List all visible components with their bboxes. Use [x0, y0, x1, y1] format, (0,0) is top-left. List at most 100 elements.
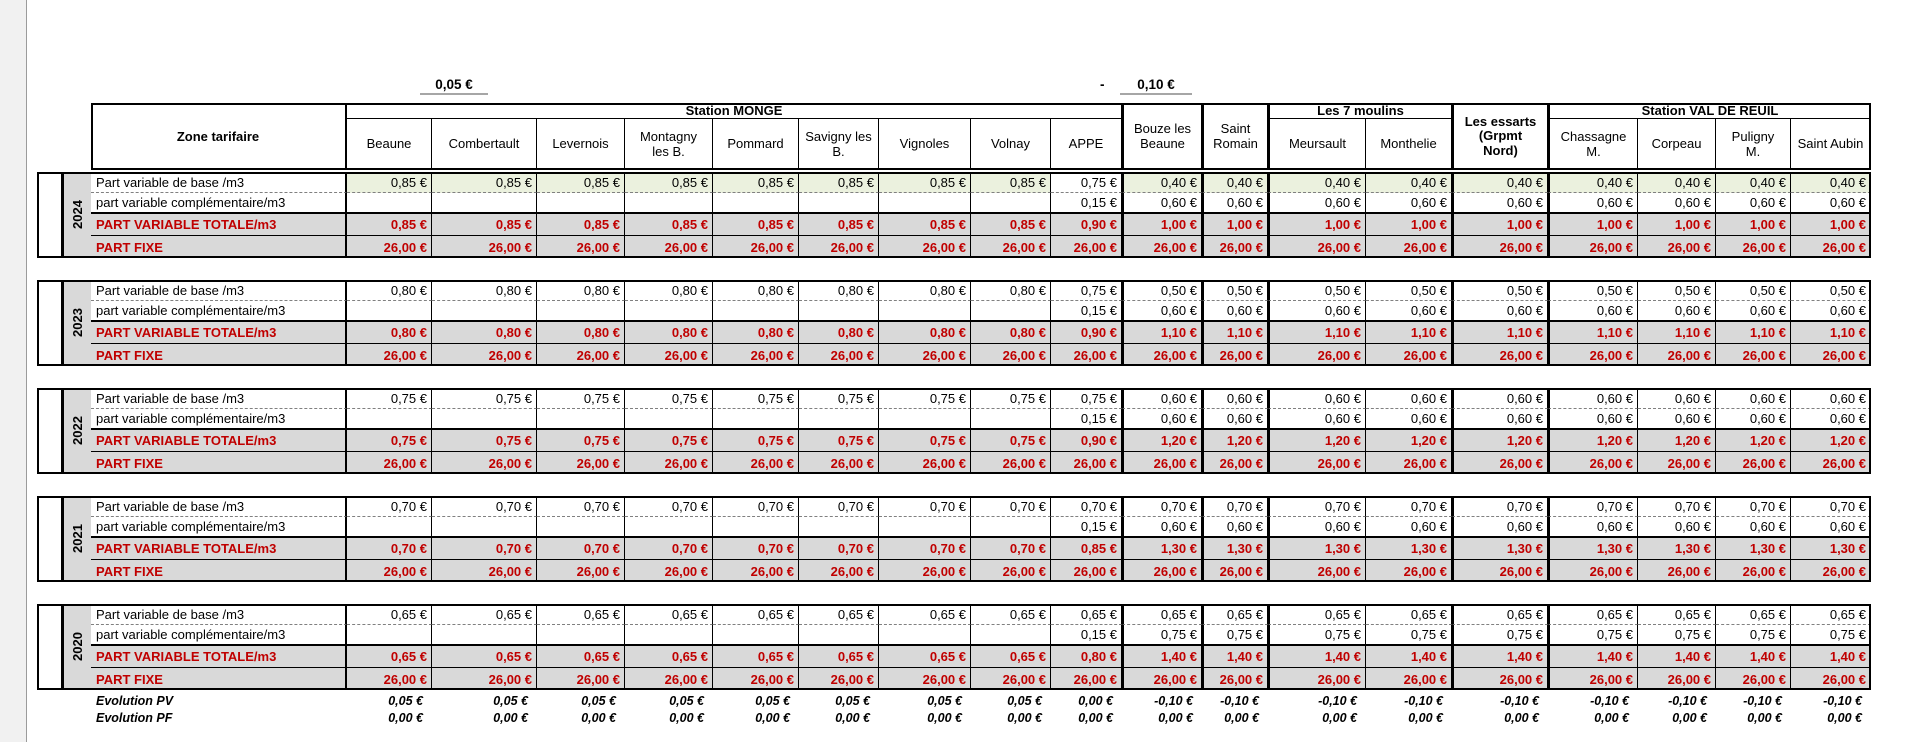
cell-2023-base-volnay[interactable]: 0,80 € [971, 280, 1051, 301]
row-label-part-variable-totale[interactable]: PART VARIABLE TOTALE/m3 [91, 538, 347, 560]
cell-2020-totale-appe[interactable]: 0,80 € [1051, 646, 1122, 668]
cell-2021-totale-appe[interactable]: 0,85 € [1051, 538, 1122, 560]
cell-2024-fixe-saint-romain[interactable]: 26,00 € [1202, 236, 1268, 258]
cell-2020-base-savigny-les-b[interactable]: 0,65 € [799, 604, 879, 625]
cell-2020-totale-savigny-les-b[interactable]: 0,65 € [799, 646, 879, 668]
cell-2021-base-pommard[interactable]: 0,70 € [713, 496, 799, 517]
cell-2024-totale-volnay[interactable]: 0,85 € [971, 214, 1051, 236]
cell-2022-base-vignoles[interactable]: 0,75 € [879, 388, 971, 409]
cell-2020-fixe-meursault[interactable]: 26,00 € [1268, 668, 1366, 690]
cell-2021-complementaire-combertault[interactable] [432, 517, 537, 538]
cell-2023-complementaire-levernois[interactable] [537, 301, 625, 322]
cell-2022-totale-volnay[interactable]: 0,75 € [971, 430, 1051, 452]
cell-2020-fixe-savigny-les-b[interactable]: 26,00 € [799, 668, 879, 690]
year-label-2022[interactable]: 2022 [62, 388, 91, 474]
cell-evolution-pf-puligny-m[interactable]: 0,00 € [1747, 710, 1782, 725]
cell-evolution-pf-monthelie[interactable]: 0,00 € [1408, 710, 1443, 725]
cell-2022-complementaire-les-essarts-grpmt-nord[interactable]: 0,60 € [1452, 409, 1548, 430]
cell-2022-complementaire-appe[interactable]: 0,15 € [1051, 409, 1122, 430]
cell-2021-base-appe[interactable]: 0,70 € [1051, 496, 1122, 517]
cell-2021-totale-levernois[interactable]: 0,70 € [537, 538, 625, 560]
cell-2024-complementaire-les-essarts-grpmt-nord[interactable]: 0,60 € [1452, 193, 1548, 214]
cell-2021-fixe-appe[interactable]: 26,00 € [1051, 560, 1122, 582]
cell-2021-totale-beaune[interactable]: 0,70 € [347, 538, 432, 560]
cell-2021-totale-les-essarts-grpmt-nord[interactable]: 1,30 € [1452, 538, 1548, 560]
cell-evolution-pv-montagny-les-b[interactable]: 0,05 € [669, 693, 704, 708]
cell-2023-complementaire-combertault[interactable] [432, 301, 537, 322]
cell-evolution-pf-corpeau[interactable]: 0,00 € [1672, 710, 1707, 725]
row-label-evolution-pf[interactable]: Evolution PF [96, 710, 173, 725]
cell-2024-complementaire-volnay[interactable] [971, 193, 1051, 214]
row-label-part-fixe[interactable]: PART FIXE [91, 560, 347, 582]
cell-evolution-pv-appe[interactable]: 0,00 € [1078, 693, 1113, 708]
cell-2024-complementaire-corpeau[interactable]: 0,60 € [1638, 193, 1716, 214]
cell-2020-fixe-vignoles[interactable]: 26,00 € [879, 668, 971, 690]
row-label-part-variable-complementaire[interactable]: part variable complémentaire/m3 [91, 193, 347, 214]
cell-2024-fixe-montagny-les-b[interactable]: 26,00 € [625, 236, 713, 258]
cell-2024-base-montagny-les-b[interactable]: 0,85 € [625, 172, 713, 193]
cell-2022-base-montagny-les-b[interactable]: 0,75 € [625, 388, 713, 409]
cell-2022-fixe-vignoles[interactable]: 26,00 € [879, 452, 971, 474]
cell-2022-fixe-puligny-m[interactable]: 26,00 € [1716, 452, 1791, 474]
cell-2021-fixe-corpeau[interactable]: 26,00 € [1638, 560, 1716, 582]
cell-evolution-pf-vignoles[interactable]: 0,00 € [927, 710, 962, 725]
cell-evolution-pv-vignoles[interactable]: 0,05 € [927, 693, 962, 708]
cell-2024-complementaire-pommard[interactable] [713, 193, 799, 214]
cell-2024-base-levernois[interactable]: 0,85 € [537, 172, 625, 193]
cell-evolution-pv-monthelie[interactable]: -0,10 € [1404, 693, 1443, 708]
cell-2020-fixe-saint-aubin[interactable]: 26,00 € [1791, 668, 1871, 690]
cell-2024-base-monthelie[interactable]: 0,40 € [1366, 172, 1452, 193]
column-header-les-essarts-grpmt-nord[interactable]: Les essarts (Grpmt Nord) [1452, 103, 1548, 170]
cell-2020-complementaire-levernois[interactable] [537, 625, 625, 646]
cell-2023-totale-saint-romain[interactable]: 1,10 € [1202, 322, 1268, 344]
cell-2023-totale-savigny-les-b[interactable]: 0,80 € [799, 322, 879, 344]
column-header-chassagne-m[interactable]: Chassagne M. [1548, 119, 1638, 170]
cell-2024-totale-saint-aubin[interactable]: 1,00 € [1791, 214, 1871, 236]
cell-evolution-pv-bouze-les-beaune[interactable]: -0,10 € [1154, 693, 1193, 708]
cell-2020-fixe-corpeau[interactable]: 26,00 € [1638, 668, 1716, 690]
cell-2023-totale-pommard[interactable]: 0,80 € [713, 322, 799, 344]
cell-2021-fixe-monthelie[interactable]: 26,00 € [1366, 560, 1452, 582]
cell-2021-complementaire-appe[interactable]: 0,15 € [1051, 517, 1122, 538]
cell-2021-fixe-beaune[interactable]: 26,00 € [347, 560, 432, 582]
cell-2021-totale-meursault[interactable]: 1,30 € [1268, 538, 1366, 560]
cell-2023-complementaire-savigny-les-b[interactable] [799, 301, 879, 322]
cell-2022-base-pommard[interactable]: 0,75 € [713, 388, 799, 409]
cell-2021-base-beaune[interactable]: 0,70 € [347, 496, 432, 517]
cell-2020-fixe-volnay[interactable]: 26,00 € [971, 668, 1051, 690]
cell-2020-base-appe[interactable]: 0,65 € [1051, 604, 1122, 625]
cell-2020-totale-bouze-les-beaune[interactable]: 1,40 € [1122, 646, 1202, 668]
cell-2020-totale-meursault[interactable]: 1,40 € [1268, 646, 1366, 668]
cell-2023-totale-appe[interactable]: 0,90 € [1051, 322, 1122, 344]
cell-2020-base-pommard[interactable]: 0,65 € [713, 604, 799, 625]
cell-2023-base-corpeau[interactable]: 0,50 € [1638, 280, 1716, 301]
cell-2022-complementaire-volnay[interactable] [971, 409, 1051, 430]
cell-2020-complementaire-appe[interactable]: 0,15 € [1051, 625, 1122, 646]
cell-2023-fixe-montagny-les-b[interactable]: 26,00 € [625, 344, 713, 366]
cell-2024-totale-chassagne-m[interactable]: 1,00 € [1548, 214, 1638, 236]
cell-2023-totale-montagny-les-b[interactable]: 0,80 € [625, 322, 713, 344]
row-label-part-variable-base[interactable]: Part variable de base /m3 [91, 496, 347, 517]
cell-2021-totale-corpeau[interactable]: 1,30 € [1638, 538, 1716, 560]
cell-evolution-pv-chassagne-m[interactable]: -0,10 € [1590, 693, 1629, 708]
cell-2022-base-meursault[interactable]: 0,60 € [1268, 388, 1366, 409]
cell-2020-complementaire-saint-romain[interactable]: 0,75 € [1202, 625, 1268, 646]
cell-evolution-pf-appe[interactable]: 0,00 € [1078, 710, 1113, 725]
cell-2022-totale-levernois[interactable]: 0,75 € [537, 430, 625, 452]
cell-2021-base-les-essarts-grpmt-nord[interactable]: 0,70 € [1452, 496, 1548, 517]
cell-2021-complementaire-montagny-les-b[interactable] [625, 517, 713, 538]
cell-2020-totale-monthelie[interactable]: 1,40 € [1366, 646, 1452, 668]
cell-2024-fixe-puligny-m[interactable]: 26,00 € [1716, 236, 1791, 258]
cell-2022-base-saint-romain[interactable]: 0,60 € [1202, 388, 1268, 409]
cell-2024-fixe-meursault[interactable]: 26,00 € [1268, 236, 1366, 258]
cell-2023-complementaire-monthelie[interactable]: 0,60 € [1366, 301, 1452, 322]
cell-2020-complementaire-beaune[interactable] [347, 625, 432, 646]
cell-2022-totale-savigny-les-b[interactable]: 0,75 € [799, 430, 879, 452]
cell-2020-fixe-monthelie[interactable]: 26,00 € [1366, 668, 1452, 690]
cell-2021-complementaire-levernois[interactable] [537, 517, 625, 538]
cell-2020-totale-volnay[interactable]: 0,65 € [971, 646, 1051, 668]
cell-2022-fixe-saint-romain[interactable]: 26,00 € [1202, 452, 1268, 474]
cell-2021-complementaire-savigny-les-b[interactable] [799, 517, 879, 538]
cell-2022-totale-saint-aubin[interactable]: 1,20 € [1791, 430, 1871, 452]
cell-2023-complementaire-montagny-les-b[interactable] [625, 301, 713, 322]
